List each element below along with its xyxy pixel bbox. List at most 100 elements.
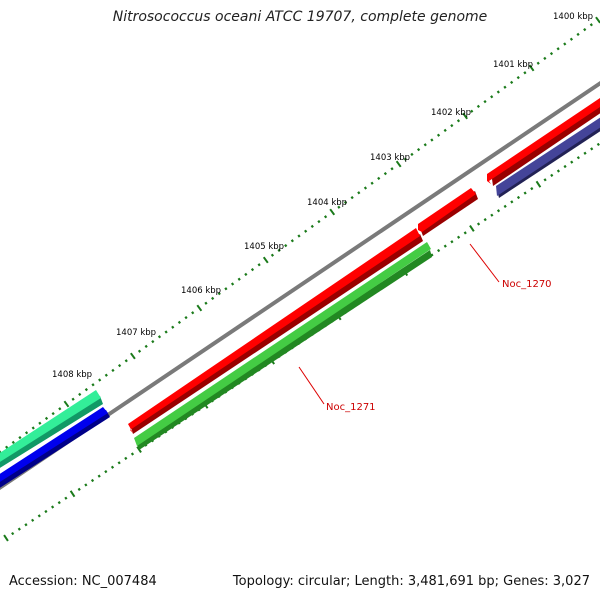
ruler-minor-tick: [277, 248, 281, 253]
ruler-minor-tick: [496, 209, 501, 213]
ruler-minor-tick: [410, 152, 414, 157]
ruler-minor-tick: [377, 176, 381, 181]
ruler-minor-tick: [91, 383, 95, 387]
ruler-minor-tick: [137, 349, 142, 353]
cds-feature[interactable]: [134, 242, 432, 450]
ruler-major-tick: [469, 224, 475, 232]
ruler-minor-tick: [350, 195, 354, 200]
cds-feature-noc-1271[interactable]: [128, 228, 423, 434]
ruler-minor-tick: [503, 85, 507, 89]
ruler-minor-tick: [430, 253, 434, 257]
ruler-minor-tick: [31, 518, 35, 522]
ruler-minor-tick: [284, 243, 288, 248]
ruler-minor-tick: [110, 465, 115, 469]
ruler-minor-tick: [436, 133, 441, 137]
ruler-minor-tick: [530, 187, 534, 191]
ruler-minor-tick: [556, 47, 560, 51]
cds-feature[interactable]: [496, 117, 600, 198]
ruler-minor-tick: [456, 235, 461, 239]
ruler-minor-tick: [590, 147, 594, 151]
label-leader-line: [298, 366, 325, 405]
ruler-minor-tick: [443, 128, 447, 133]
ruler-minor-tick: [250, 267, 255, 272]
ruler-minor-tick: [244, 272, 248, 277]
gene-features: [0, 98, 600, 491]
ruler-minor-tick: [304, 229, 308, 233]
cds-feature[interactable]: [0, 407, 110, 491]
cds-feature[interactable]: [0, 390, 103, 471]
ruler-minor-tick: [583, 27, 587, 32]
ruler-minor-tick: [576, 156, 580, 160]
ruler-minor-tick: [483, 99, 487, 104]
ruler-minor-tick: [191, 311, 195, 315]
ruler-minor-tick: [543, 56, 547, 61]
ruler-minor-tick: [58, 407, 62, 411]
ruler-minor-tick: [357, 191, 361, 195]
ruler-minor-tick: [403, 157, 407, 161]
ruler-minor-tick: [164, 330, 168, 334]
ruler-major-tick: [3, 534, 9, 542]
ruler-label: 1402 kbp: [431, 108, 471, 118]
ruler-minor-tick: [570, 160, 574, 164]
cds-feature-noc-1270[interactable]: [418, 188, 478, 236]
ruler-major-tick: [63, 400, 70, 408]
cds-feature[interactable]: [487, 98, 600, 186]
ruler-minor-tick: [84, 483, 88, 487]
genome-summary-text: Topology: circular; Length: 3,481,691 bp…: [232, 574, 590, 589]
ruler-minor-tick: [44, 509, 48, 514]
ruler-minor-tick: [383, 171, 387, 176]
gene-label-noc-1271[interactable]: Noc_1271: [298, 366, 376, 413]
ruler-major-tick: [262, 256, 269, 264]
ruler-label: 1400 kbp: [553, 12, 593, 22]
ruler-minor-tick: [171, 325, 175, 329]
label-leader-line: [469, 243, 500, 283]
ruler-minor-tick: [523, 191, 527, 195]
ruler-minor-tick: [297, 234, 301, 238]
ruler-minor-tick: [563, 42, 567, 46]
ruler-minor-tick: [118, 363, 122, 368]
ruler-minor-tick: [589, 23, 593, 27]
ruler-minor-tick: [543, 178, 547, 182]
ruler-minor-tick: [470, 109, 474, 113]
ruler-minor-tick: [536, 61, 540, 65]
ruler-minor-tick: [563, 164, 567, 169]
ruler-minor-tick: [490, 95, 494, 99]
ruler-label: 1404 kbp: [307, 198, 347, 208]
ruler-minor-tick: [549, 51, 554, 56]
ruler-minor-tick: [204, 301, 208, 305]
ruler-label: 1407 kbp: [116, 328, 156, 338]
ruler-major-tick: [69, 490, 76, 498]
gene-label-noc-1270[interactable]: Noc_1270: [469, 243, 552, 290]
ruler-minor-tick: [290, 239, 294, 243]
ruler-minor-tick: [130, 452, 135, 456]
accession-text: Accession: NC_007484: [9, 574, 157, 589]
ruler-minor-tick: [317, 219, 321, 224]
gene-label-text[interactable]: Noc_1270: [502, 279, 552, 290]
ruler-minor-tick: [503, 204, 507, 208]
ruler-minor-tick: [51, 505, 55, 509]
ruler-minor-tick: [496, 90, 500, 94]
gene-label-text[interactable]: Noc_1271: [326, 402, 376, 413]
ruler-label: 1406 kbp: [181, 286, 221, 296]
ruler-minor-tick: [437, 248, 441, 253]
ruler-minor-tick: [78, 392, 82, 397]
ruler-minor-tick: [64, 496, 68, 500]
ruler-minor-tick: [31, 426, 35, 430]
ruler-minor-tick: [596, 142, 600, 147]
ruler-minor-tick: [217, 291, 221, 296]
ruler-minor-tick: [51, 411, 55, 416]
ruler-minor-tick: [37, 514, 41, 518]
ruler-minor-tick: [151, 339, 155, 344]
ruler-minor-tick: [363, 186, 368, 190]
ruler-minor-tick: [483, 217, 487, 222]
ruler-minor-tick: [97, 474, 101, 478]
ruler-minor-tick: [177, 320, 181, 325]
ruler-minor-tick: [98, 378, 102, 382]
ruler-label: 1408 kbp: [52, 370, 92, 380]
ruler-minor-tick: [510, 200, 514, 204]
ruler-minor-tick: [583, 151, 587, 155]
ruler-minor-tick: [157, 335, 162, 339]
ruler-minor-tick: [104, 373, 108, 377]
ruler-minor-tick: [224, 287, 228, 291]
